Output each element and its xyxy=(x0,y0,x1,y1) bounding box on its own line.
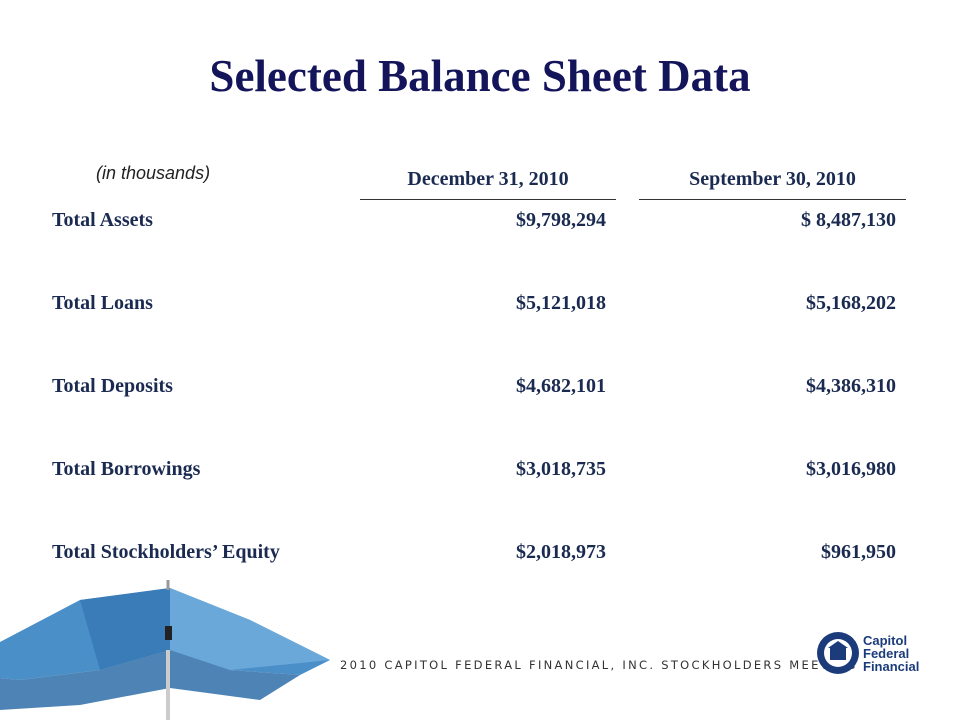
cell-value: $961,950 xyxy=(821,541,896,563)
logo-text: Federal xyxy=(863,646,910,661)
cell-value: $2,018,973 xyxy=(516,541,606,563)
cell-value: $4,682,101 xyxy=(516,375,606,397)
footer-text: 2010 CAPITOL FEDERAL FINANCIAL, INC. STO… xyxy=(340,658,858,672)
row-label: Total Borrowings xyxy=(52,458,201,480)
column-header: December 31, 2010 xyxy=(360,168,616,200)
column-header: September 30, 2010 xyxy=(639,168,906,200)
cell-value: $3,018,735 xyxy=(516,458,606,480)
title: Selected Balance Sheet Data xyxy=(209,51,751,101)
row-label: Total Stockholders’ Equity xyxy=(52,541,280,563)
umbrella xyxy=(0,580,330,720)
units-note: (in thousands) xyxy=(96,163,211,183)
cell-value: $9,798,294 xyxy=(516,209,606,231)
cell-value: $4,386,310 xyxy=(806,375,896,397)
logo-text: Financial xyxy=(863,659,920,674)
row-label: Total Deposits xyxy=(52,375,173,397)
cell-value: $5,121,018 xyxy=(516,292,606,314)
cell-value: $5,168,202 xyxy=(806,292,896,314)
logo-mark xyxy=(817,632,859,674)
cell-value: $3,016,980 xyxy=(806,458,896,480)
row-label: Total Loans xyxy=(52,292,153,314)
logo-text: Capitol xyxy=(863,633,908,648)
row-label: Total Assets xyxy=(52,209,153,231)
cell-value: $ 8,487,130 xyxy=(801,209,896,231)
